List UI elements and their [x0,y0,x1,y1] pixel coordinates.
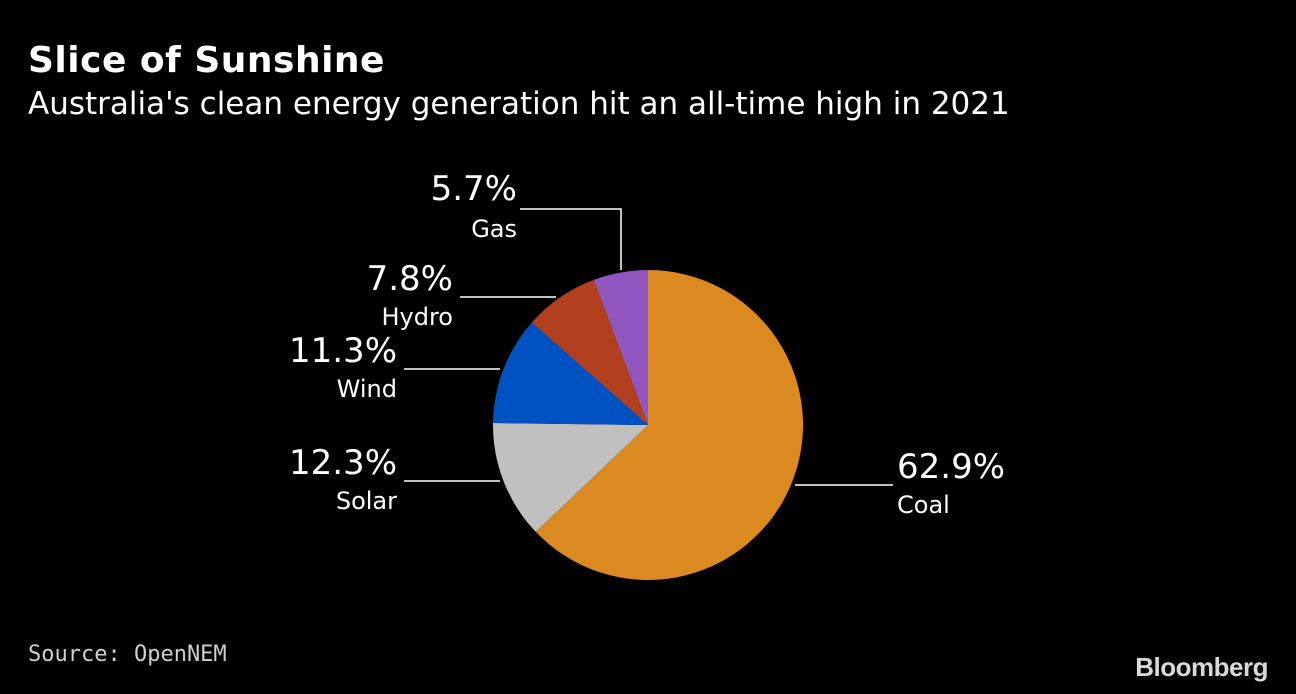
pie-slice-gas [593,270,648,425]
pie-slice-coal [535,270,804,581]
category-label-solar: Solar [336,487,397,515]
data-label-hydro: 7.8% [367,259,453,299]
bloomberg-logo: Bloomberg [1135,652,1268,682]
chart-subtitle: Australia's clean energy generation hit … [28,86,1010,122]
category-label-gas: Gas [471,215,517,243]
category-label-coal: Coal [897,491,950,519]
source-note: Source: OpenNEM [28,642,227,667]
category-label-wind: Wind [337,375,397,403]
data-label-gas: 5.7% [431,169,517,209]
pie-slice-wind [493,322,648,425]
data-label-coal: 62.9% [897,447,1005,487]
pie-slice-solar [492,423,648,532]
data-label-wind: 11.3% [289,331,397,371]
category-label-hydro: Hydro [381,303,453,331]
data-label-solar: 12.3% [289,443,397,483]
leader-line-gas [520,208,622,270]
chart-title: Slice of Sunshine [28,40,385,81]
pie-slice-hydro [531,279,648,425]
